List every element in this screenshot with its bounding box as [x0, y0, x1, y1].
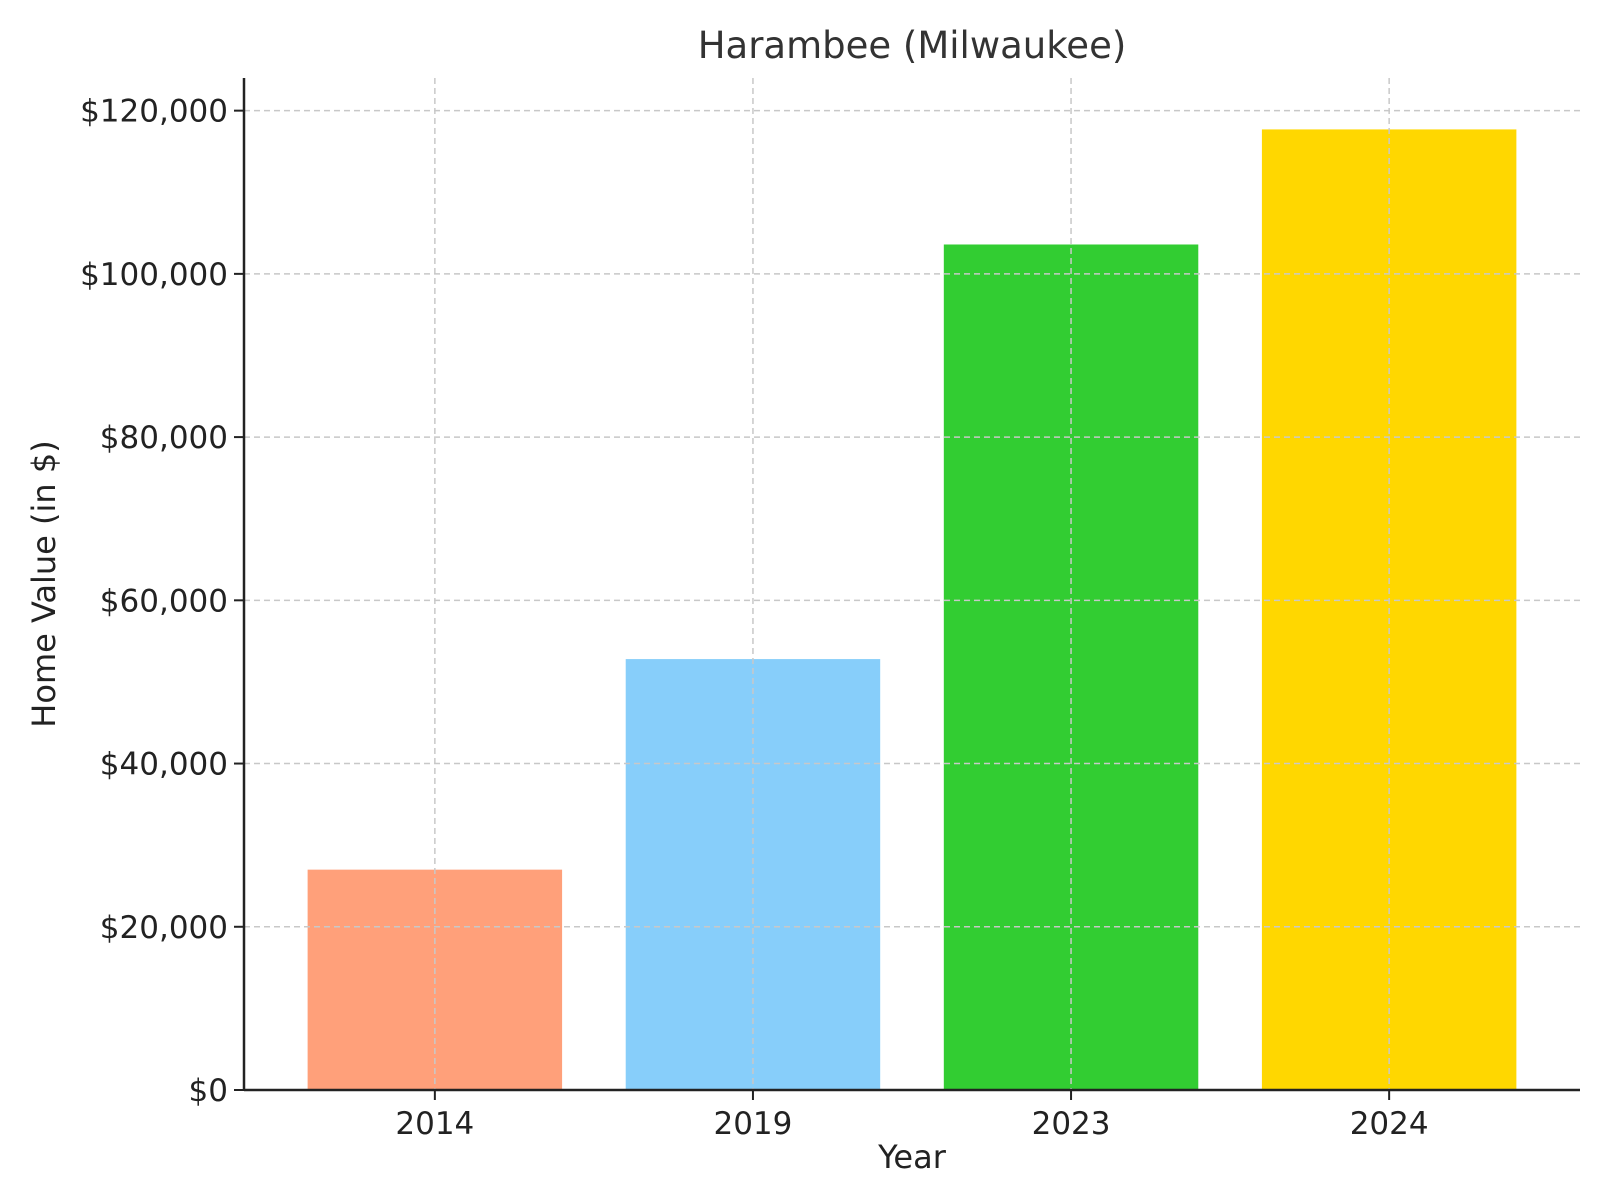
x-tick-label: 2023 — [1032, 1106, 1111, 1142]
y-tick-label: $40,000 — [100, 747, 228, 783]
grid — [244, 78, 1580, 1090]
y-axis-label: Home Value (in $) — [25, 440, 63, 727]
y-tick-label: $60,000 — [100, 583, 228, 619]
x-tick-label: 2019 — [713, 1106, 792, 1142]
x-tick-label: 2024 — [1350, 1106, 1429, 1142]
y-tick-label: $120,000 — [80, 94, 228, 130]
labels: Harambee (Milwaukee) Year Home Value (in… — [25, 24, 1429, 1176]
axes — [234, 78, 1580, 1100]
x-tick-label: 2014 — [395, 1106, 474, 1142]
y-tick-label: $80,000 — [100, 420, 228, 456]
y-tick-label: $100,000 — [80, 257, 228, 293]
x-axis-label: Year — [877, 1138, 947, 1176]
chart-title: Harambee (Milwaukee) — [698, 24, 1127, 67]
y-tick-label: $20,000 — [100, 910, 228, 946]
y-tick-label: $0 — [189, 1073, 228, 1109]
